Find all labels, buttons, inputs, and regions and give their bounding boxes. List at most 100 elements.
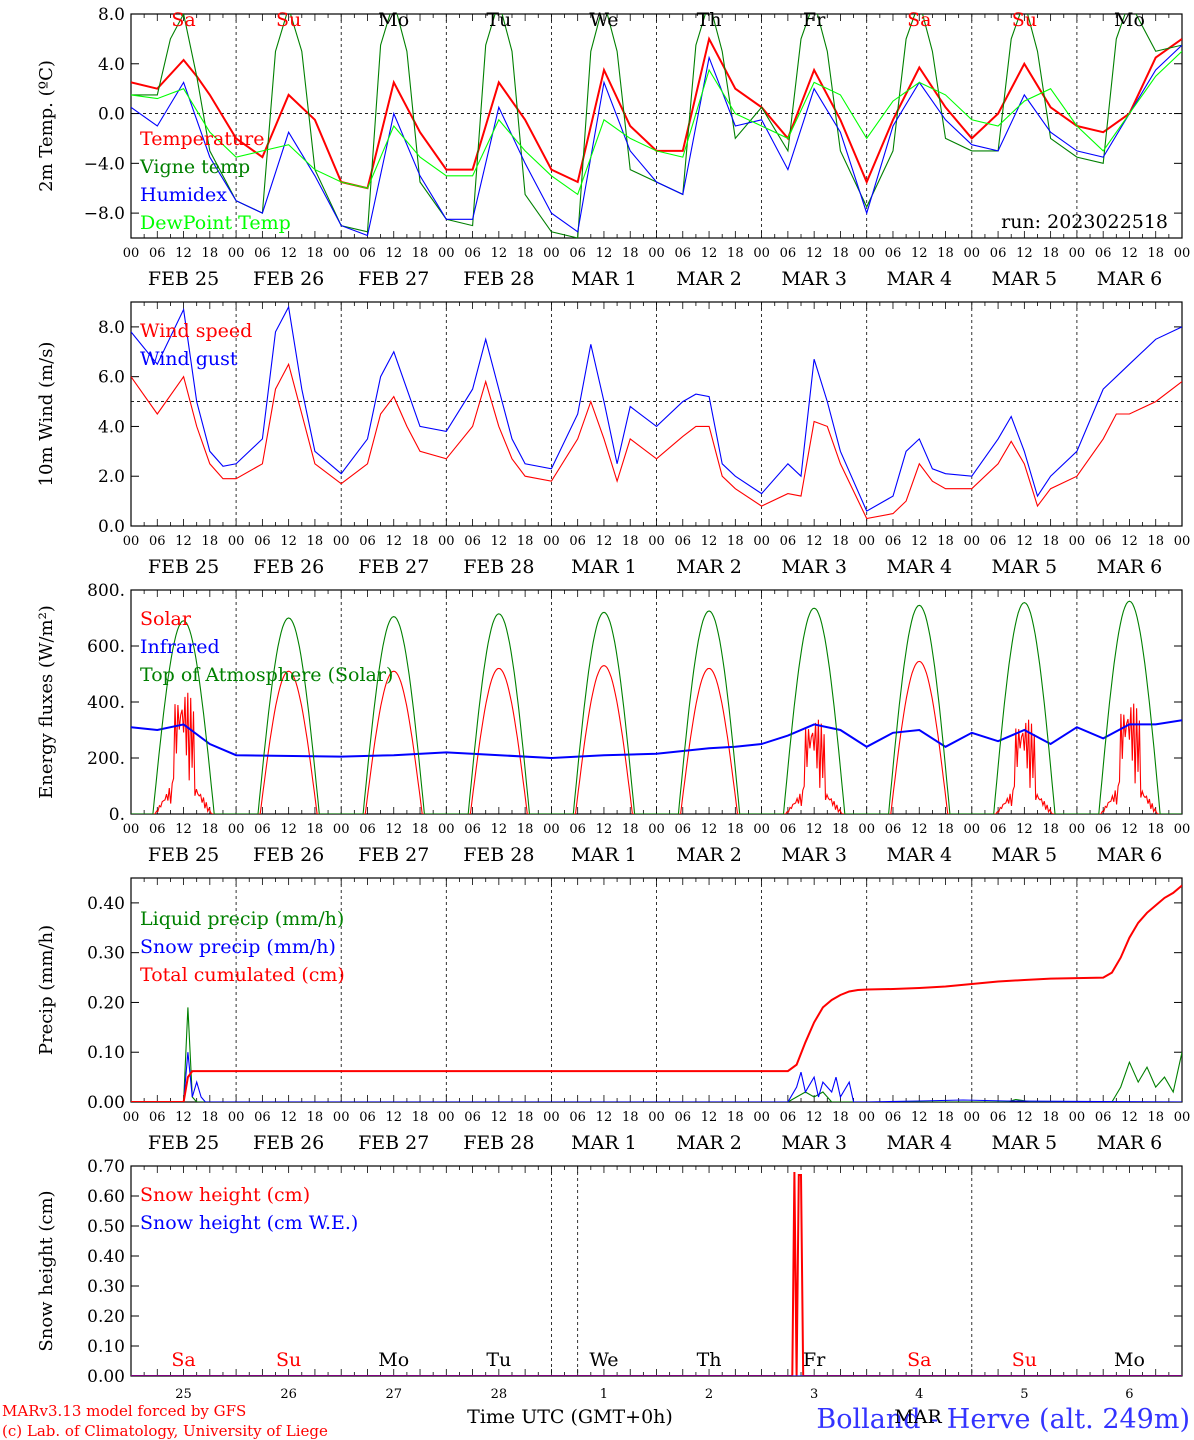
- x-hour-label: 12: [701, 822, 718, 837]
- weekday-label: Su: [1012, 9, 1037, 31]
- x-hour-label: 00: [438, 822, 455, 837]
- x-day-label: MAR 3: [781, 556, 847, 578]
- x-day-label: FEB 28: [463, 556, 534, 578]
- x-hour-label: 06: [569, 246, 586, 261]
- x-day-label: MAR 5: [992, 268, 1058, 290]
- x-hour-label: 12: [175, 246, 192, 261]
- x-hour-label: 12: [911, 534, 928, 549]
- x-hour-label: 00: [964, 822, 981, 837]
- x-hour-label: 12: [1121, 1110, 1138, 1125]
- y-tick-label: 2.0: [98, 467, 125, 487]
- legend-entry: Liquid precip (mm/h): [140, 908, 344, 930]
- weekday-label: Su: [276, 1349, 301, 1371]
- legend-entry: Wind gust: [140, 348, 238, 370]
- y-tick-label: 0.70: [87, 1157, 125, 1177]
- x-hour-label: 12: [280, 534, 297, 549]
- x-hour-label: 12: [911, 246, 928, 261]
- x-day-label: MAR 4: [886, 844, 952, 866]
- x-day-label: 3: [810, 1387, 818, 1402]
- x-hour-label: 18: [412, 534, 429, 549]
- x-hour-label: 12: [385, 246, 402, 261]
- x-hour-label: 12: [911, 1110, 928, 1125]
- x-hour-label: 06: [149, 534, 166, 549]
- x-hour-label: 12: [1016, 534, 1033, 549]
- weekday-label: Tu: [486, 9, 511, 31]
- x-hour-label: 06: [149, 246, 166, 261]
- weekday-label: Sa: [907, 1349, 931, 1371]
- x-hour-label: 00: [228, 1110, 245, 1125]
- panel-energy: 0. 200. 400. 600. 800. Energy fluxes (W/m²) So…: [36, 581, 1190, 866]
- x-hour-label: 00: [753, 246, 770, 261]
- x-hour-label: 18: [727, 822, 744, 837]
- x-hour-label: 00: [1174, 822, 1191, 837]
- x-hour-label: 12: [806, 1110, 823, 1125]
- plot-frame: [130, 13, 1183, 239]
- x-hour-label: 06: [1095, 534, 1112, 549]
- x-hour-label: 00: [858, 534, 875, 549]
- x-hour-label: 00: [228, 246, 245, 261]
- x-hour-label: 00: [1069, 1110, 1086, 1125]
- weekday-label: Fr: [803, 1349, 826, 1371]
- x-day-label: FEB 26: [253, 556, 324, 578]
- panel-precip: 0.00 0.10 0.20 0.30 0.40 Precip (mm/h) Liquid …: [36, 877, 1190, 1154]
- x-hour-label: 00: [333, 822, 350, 837]
- weekday-label: Mo: [378, 9, 409, 31]
- x-hour-label: 00: [333, 534, 350, 549]
- y-tick-label: −4.0: [84, 154, 125, 174]
- chart-panels: 8.0 4.0 0.0 −4.0 −8.0 2m Temp. (ºC) Temperatur…: [36, 5, 1190, 1402]
- x-day-label: MAR 4: [886, 1132, 952, 1154]
- x-day-label: FEB 28: [463, 268, 534, 290]
- x-hour-label: 00: [333, 1110, 350, 1125]
- x-hour-label: 18: [412, 246, 429, 261]
- legend-entry: Humidex: [140, 184, 227, 206]
- x-hour-label: 18: [202, 246, 219, 261]
- x-hour-label: 18: [202, 1110, 219, 1125]
- x-day-label: FEB 27: [358, 1132, 429, 1154]
- x-day-label: FEB 25: [148, 844, 219, 866]
- series-line-total-cumulated-cm-: [131, 884, 1182, 1102]
- legend-entry: Snow precip (mm/h): [140, 936, 336, 958]
- series-line-temperature: [131, 36, 1182, 190]
- x-day-label: MAR 6: [1097, 556, 1163, 578]
- y-axis-label: Precip (mm/h): [36, 925, 57, 1055]
- y-axis-label: Snow height (cm): [36, 1190, 57, 1351]
- x-day-label: FEB 25: [148, 1132, 219, 1154]
- y-tick-label: 0.00: [87, 1093, 125, 1113]
- x-day-label: MAR 6: [1097, 1132, 1163, 1154]
- x-hour-label: 18: [202, 822, 219, 837]
- x-hour-label: 00: [964, 246, 981, 261]
- x-hour-label: 06: [149, 1110, 166, 1125]
- x-hour-label: 06: [569, 822, 586, 837]
- legend-entry: Temperature: [140, 128, 264, 150]
- series-line-wind-gust: [131, 305, 1182, 512]
- x-hour-label: 06: [990, 534, 1007, 549]
- station-label: Bolland - Herve (alt. 249m): [816, 1404, 1190, 1435]
- x-hour-label: 06: [675, 246, 692, 261]
- x-hour-label: 18: [937, 822, 954, 837]
- x-hour-label: 00: [123, 246, 140, 261]
- x-hour-label: 06: [149, 822, 166, 837]
- x-day-label: FEB 27: [358, 556, 429, 578]
- series-line-solar: [131, 660, 1182, 814]
- x-day-label: FEB 26: [253, 1132, 324, 1154]
- x-hour-label: 18: [1147, 822, 1164, 837]
- x-hour-label: 00: [964, 1110, 981, 1125]
- x-day-label: FEB 27: [358, 268, 429, 290]
- x-hour-label: 00: [964, 534, 981, 549]
- series-line-vigne-temp: [131, 14, 1182, 238]
- x-hour-label: 12: [596, 534, 613, 549]
- x-hour-label: 00: [543, 246, 560, 261]
- x-hour-label: 00: [648, 534, 665, 549]
- x-hour-label: 00: [123, 822, 140, 837]
- y-tick-label: 0.30: [87, 944, 125, 964]
- x-hour-label: 00: [858, 1110, 875, 1125]
- x-hour-label: 00: [438, 246, 455, 261]
- x-hour-label: 00: [858, 246, 875, 261]
- x-hour-label: 00: [753, 822, 770, 837]
- x-hour-label: 06: [780, 822, 797, 837]
- x-day-label: MAR 5: [992, 556, 1058, 578]
- x-hour-label: 12: [806, 822, 823, 837]
- x-hour-label: 18: [727, 1110, 744, 1125]
- x-hour-label: 18: [307, 822, 324, 837]
